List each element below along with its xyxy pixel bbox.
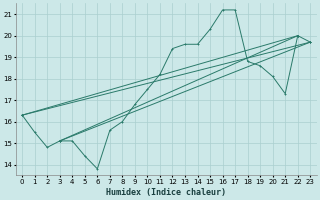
X-axis label: Humidex (Indice chaleur): Humidex (Indice chaleur) [106,188,226,197]
